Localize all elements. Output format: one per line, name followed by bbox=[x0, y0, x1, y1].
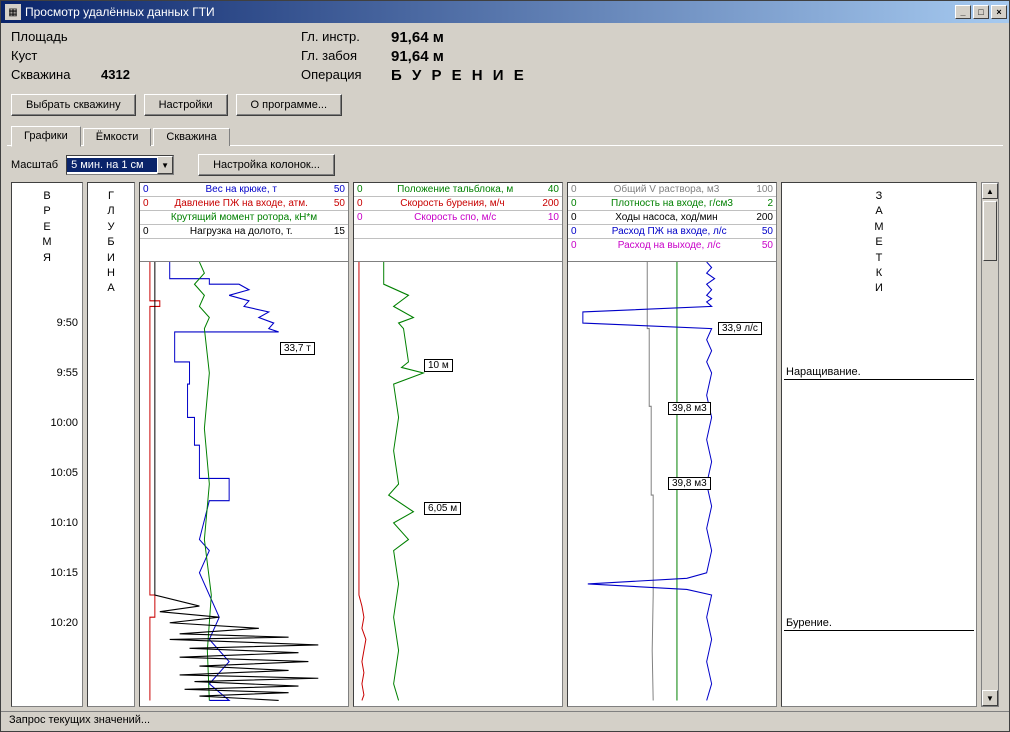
tab-charts[interactable]: Графики bbox=[11, 126, 81, 147]
track-header: 0Скорость спо, м/с10 bbox=[354, 211, 562, 225]
track-header: 0Вес на крюке, т50 bbox=[140, 183, 348, 197]
status-bar: Запрос текущих значений... bbox=[1, 711, 1009, 731]
cluster-value bbox=[101, 48, 301, 65]
depth-column-label: ГЛУБИНА bbox=[88, 183, 134, 303]
callout-label: 33,9 л/с bbox=[718, 322, 762, 335]
scale-label: Масштаб bbox=[11, 159, 58, 171]
time-tick: 10:10 bbox=[50, 517, 78, 529]
track-header: 0Ходы насоса, ход/мин200 bbox=[568, 211, 776, 225]
track-header: 0Положение тальблока, м40 bbox=[354, 183, 562, 197]
tab-well[interactable]: Скважина bbox=[153, 128, 229, 146]
well-value: 4312 bbox=[101, 67, 301, 84]
info-panel: Площадь Гл. инстр. 91,64 м Куст Гл. забо… bbox=[1, 23, 1009, 90]
minimize-button[interactable]: _ bbox=[955, 5, 971, 19]
hole-depth-label: Гл. забоя bbox=[301, 48, 391, 65]
tool-depth-label: Гл. инстр. bbox=[301, 29, 391, 46]
track-header: 0Общий V раствора, м3100 bbox=[568, 183, 776, 197]
track-header: 0Давление ПЖ на входе, атм.50 bbox=[140, 197, 348, 211]
scroll-up-icon[interactable]: ▲ bbox=[982, 183, 998, 199]
select-well-button[interactable]: Выбрать скважину bbox=[11, 94, 136, 116]
track-body: 33,9 л/с 39,8 м3 39,8 м3 bbox=[568, 262, 776, 706]
area-value bbox=[101, 29, 301, 46]
track-header: Крутящий момент ротора, кН*м bbox=[140, 211, 348, 225]
vertical-scrollbar[interactable]: ▲ ▼ bbox=[981, 182, 999, 707]
track-header: 0Расход на выходе, л/с50 bbox=[568, 239, 776, 252]
note-entry: Бурение. bbox=[784, 616, 974, 631]
track-body: 10 м 6,05 м bbox=[354, 262, 562, 706]
close-button[interactable]: × bbox=[991, 5, 1007, 19]
time-tick: 10:15 bbox=[50, 567, 78, 579]
operation-label: Операция bbox=[301, 67, 391, 84]
notes-column-label: ЗАМЕТКИ bbox=[782, 183, 976, 303]
track-header: 0Плотность на входе, г/см32 bbox=[568, 197, 776, 211]
window-title: Просмотр удалённых данных ГТИ bbox=[25, 5, 955, 19]
app-icon: ▦ bbox=[5, 4, 21, 20]
callout-label: 39,8 м3 bbox=[668, 477, 711, 490]
settings-button[interactable]: Настройки bbox=[144, 94, 228, 116]
track-body: 33,7 т bbox=[140, 262, 348, 706]
time-column-label: ВРЕМЯ bbox=[12, 183, 82, 272]
time-tick: 9:50 bbox=[57, 317, 78, 329]
area-label: Площадь bbox=[11, 29, 101, 46]
time-column: ВРЕМЯ 9:50 9:55 10:00 10:05 10:10 10:15 10:20 bbox=[11, 182, 83, 707]
notes-column: ЗАМЕТКИ Наращивание. Бурение. bbox=[781, 182, 977, 707]
callout-label: 10 м bbox=[424, 359, 453, 372]
scroll-down-icon[interactable]: ▼ bbox=[982, 690, 998, 706]
track-column: 0Вес на крюке, т500Давление ПЖ на входе,… bbox=[139, 182, 349, 707]
chart-area: ВРЕМЯ 9:509:5510:0010:0510:1010:1510:20 … bbox=[11, 182, 999, 707]
cluster-label: Куст bbox=[11, 48, 101, 65]
chevron-down-icon[interactable]: ▼ bbox=[157, 156, 173, 174]
scale-value: 5 мин. на 1 см bbox=[67, 158, 157, 172]
track-column: 0Общий V раствора, м31000Плотность на вх… bbox=[567, 182, 777, 707]
tabs: Графики Ёмкости Скважина bbox=[1, 126, 1009, 146]
track-column: 0Положение тальблока, м400Скорость бурен… bbox=[353, 182, 563, 707]
time-tick: 10:00 bbox=[50, 417, 78, 429]
tool-depth-value: 91,64 м bbox=[391, 29, 444, 46]
track-header: 0Нагрузка на долото, т.15 bbox=[140, 225, 348, 239]
columns-settings-button[interactable]: Настройка колонок... bbox=[198, 154, 335, 176]
time-tick: 10:20 bbox=[50, 617, 78, 629]
time-tick: 9:55 bbox=[57, 367, 78, 379]
time-tick: 10:05 bbox=[50, 467, 78, 479]
note-entry: Наращивание. bbox=[784, 365, 974, 380]
track-header: 0Скорость бурения, м/ч200 bbox=[354, 197, 562, 211]
track-header: 0Расход ПЖ на входе, л/с50 bbox=[568, 225, 776, 239]
callout-label: 39,8 м3 bbox=[668, 402, 711, 415]
maximize-button[interactable]: □ bbox=[973, 5, 989, 19]
depth-column: ГЛУБИНА bbox=[87, 182, 135, 707]
tab-tanks[interactable]: Ёмкости bbox=[83, 128, 152, 146]
callout-label: 6,05 м bbox=[424, 502, 461, 515]
notes-body: Наращивание. Бурение. bbox=[782, 303, 976, 706]
about-button[interactable]: О программе... bbox=[236, 94, 342, 116]
callout-label: 33,7 т bbox=[280, 342, 315, 355]
hole-depth-value: 91,64 м bbox=[391, 48, 444, 65]
titlebar: ▦ Просмотр удалённых данных ГТИ _ □ × bbox=[1, 1, 1009, 23]
time-axis: 9:50 9:55 10:00 10:05 10:10 10:15 10:20 bbox=[12, 272, 82, 706]
well-label: Скважина bbox=[11, 67, 101, 84]
scroll-thumb[interactable] bbox=[983, 201, 997, 261]
scale-combo[interactable]: 5 мин. на 1 см ▼ bbox=[66, 155, 174, 175]
operation-value: Б У Р Е Н И Е bbox=[391, 67, 527, 84]
